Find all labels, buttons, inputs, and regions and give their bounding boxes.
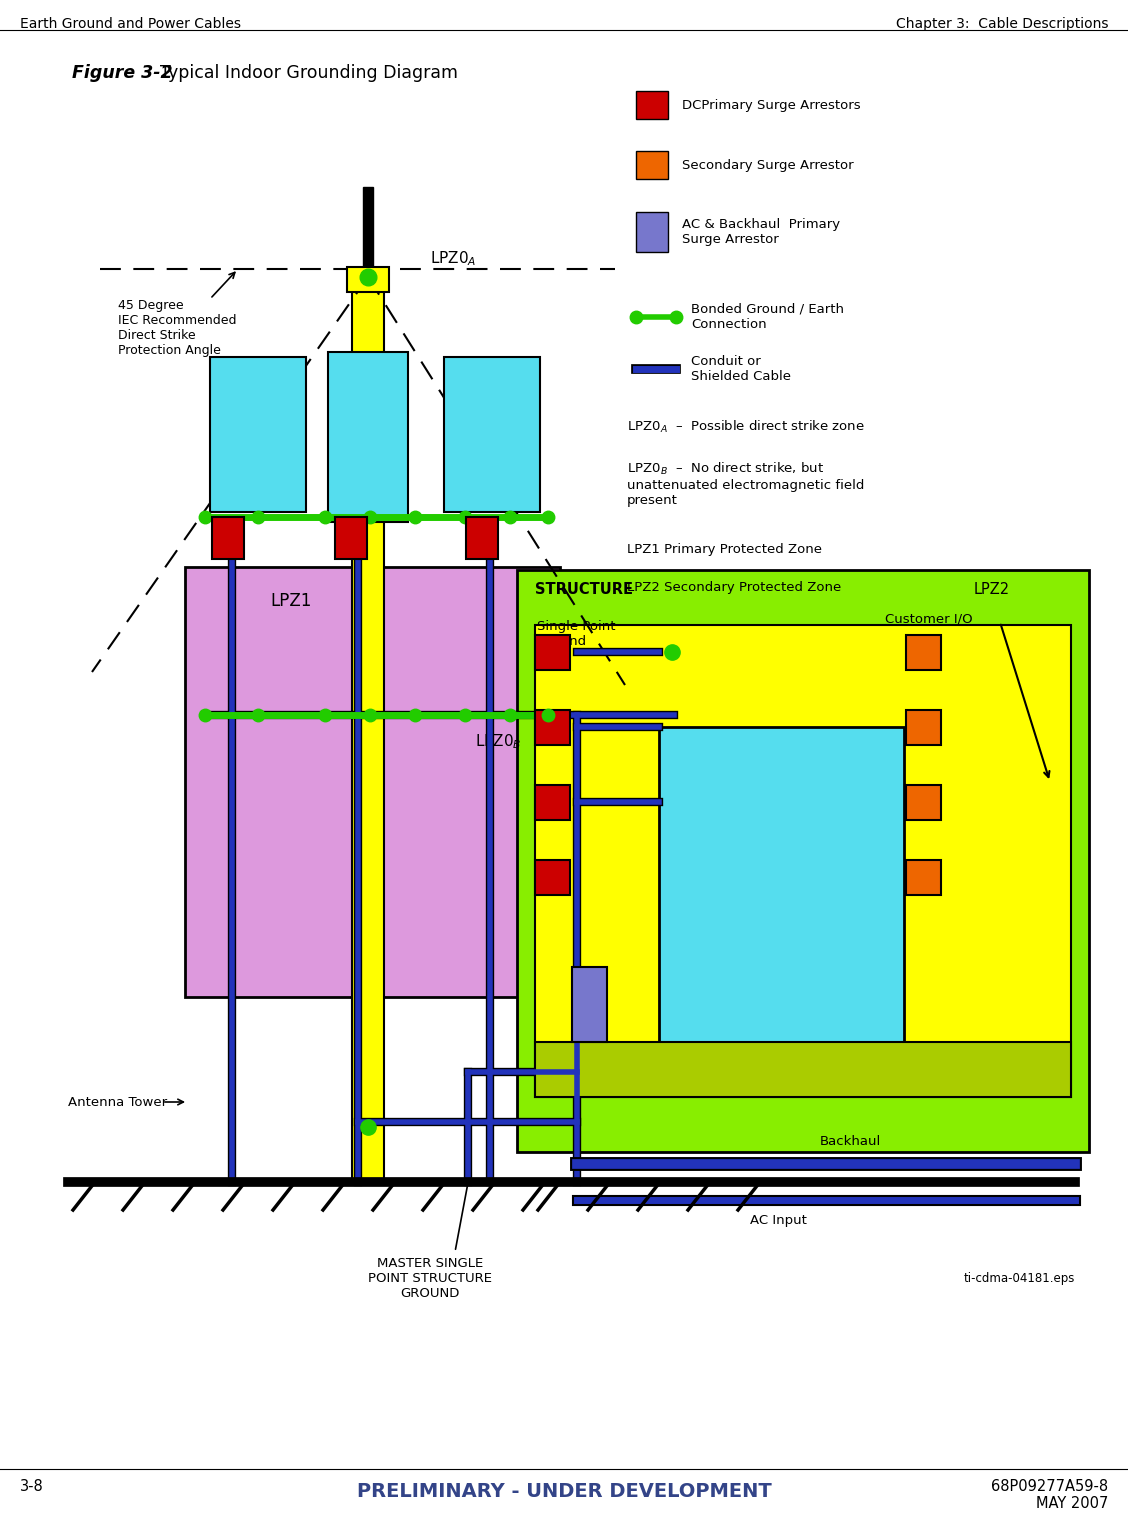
Bar [535, 710, 570, 745]
Bar [535, 785, 570, 820]
Text: 2: 2 [487, 470, 496, 484]
Text: LPZ: LPZ [355, 460, 381, 473]
Text: 3-8: 3-8 [20, 1480, 44, 1493]
Text: 2: 2 [362, 389, 373, 405]
Bar [535, 860, 570, 895]
Bar [636, 212, 668, 252]
Text: Secondary Surge Arrestor: Secondary Surge Arrestor [682, 159, 854, 171]
Text: Backhaul: Backhaul [820, 1135, 881, 1148]
Bar [347, 267, 389, 292]
Text: 1: 1 [253, 395, 263, 411]
Text: LPZ: LPZ [479, 450, 505, 464]
Bar [535, 625, 1070, 1096]
Text: LPZ1 Primary Protected Zone: LPZ1 Primary Protected Zone [627, 544, 822, 556]
Text: Bonded Ground / Earth
Connection: Bonded Ground / Earth Connection [691, 302, 844, 331]
Text: STRUCTURE: STRUCTURE [535, 582, 633, 597]
Bar [535, 635, 570, 670]
Bar [659, 727, 904, 1061]
Text: Single Point
Ground: Single Point Ground [537, 620, 616, 647]
Text: LPZ2: LPZ2 [973, 582, 1011, 597]
Text: MASTER SINGLE
POINT STRUCTURE
GROUND: MASTER SINGLE POINT STRUCTURE GROUND [368, 1257, 492, 1299]
Bar [335, 518, 367, 559]
Text: LPZ1: LPZ1 [270, 592, 311, 609]
Text: INSULATOR: INSULATOR [755, 1061, 852, 1077]
Bar [906, 785, 941, 820]
Text: LPZ0$_A$  –  Possible direct strike zone: LPZ0$_A$ – Possible direct strike zone [627, 418, 865, 435]
Text: Chapter 3:  Cable Descriptions: Chapter 3: Cable Descriptions [896, 17, 1108, 31]
Bar [517, 570, 1089, 1151]
Bar [466, 518, 497, 559]
Text: LPZ2 Secondary Protected Zone: LPZ2 Secondary Protected Zone [627, 580, 841, 594]
Text: Customer I/O: Customer I/O [885, 612, 972, 625]
Bar [572, 967, 607, 1041]
Text: 68P09277A59-8
MAY 2007: 68P09277A59-8 MAY 2007 [990, 1480, 1108, 1512]
Text: Antenna Tower: Antenna Tower [68, 1095, 167, 1109]
Text: AC & Backhaul  Primary
Surge Arrestor: AC & Backhaul Primary Surge Arrestor [682, 218, 840, 246]
Text: 2: 2 [363, 479, 372, 495]
Text: RF: RF [247, 376, 270, 389]
Text: 45 Degree
IEC Recommended
Direct Strike
Protection Angle: 45 Degree IEC Recommended Direct Strike … [118, 299, 237, 357]
Bar [328, 353, 408, 522]
Bar [906, 635, 941, 670]
Bar [535, 1041, 1070, 1096]
Text: RF: RF [356, 370, 379, 385]
Text: LPZ0$_B$  –  No direct strike, but
unattenuated electromagnetic field
present: LPZ0$_B$ – No direct strike, but unatten… [627, 461, 864, 507]
Text: PRELIMINARY - UNDER DEVELOPMENT: PRELIMINARY - UNDER DEVELOPMENT [356, 1483, 772, 1501]
Text: AC Input: AC Input [750, 1214, 807, 1228]
Text: Conduit or
Shielded Cable: Conduit or Shielded Cable [691, 354, 791, 383]
Text: Typical Indoor Grounding Diagram: Typical Indoor Grounding Diagram [160, 64, 458, 82]
Text: LPZ: LPZ [245, 450, 271, 464]
Bar [210, 357, 306, 512]
Bar [636, 92, 668, 119]
Text: 2: 2 [254, 470, 263, 484]
Text: 3: 3 [486, 395, 497, 411]
Text: DCPrimary Surge Arrestors: DCPrimary Surge Arrestors [682, 99, 861, 111]
Text: LPZ0$_B$: LPZ0$_B$ [475, 733, 521, 751]
Text: LPZ0$_A$: LPZ0$_A$ [430, 249, 476, 269]
Text: Figure 3-2: Figure 3-2 [72, 64, 173, 82]
Bar [185, 567, 559, 997]
Bar [906, 860, 941, 895]
Bar [363, 186, 373, 276]
Text: RF: RF [481, 376, 503, 389]
Bar [444, 357, 540, 512]
Bar [636, 151, 668, 179]
Bar [352, 272, 384, 1182]
Text: Earth Ground and Power Cables: Earth Ground and Power Cables [20, 17, 241, 31]
Bar [212, 518, 244, 559]
Text: BCU: BCU [756, 884, 808, 904]
Text: ti-cdma-04181.eps: ti-cdma-04181.eps [963, 1272, 1075, 1286]
Bar [906, 710, 941, 745]
